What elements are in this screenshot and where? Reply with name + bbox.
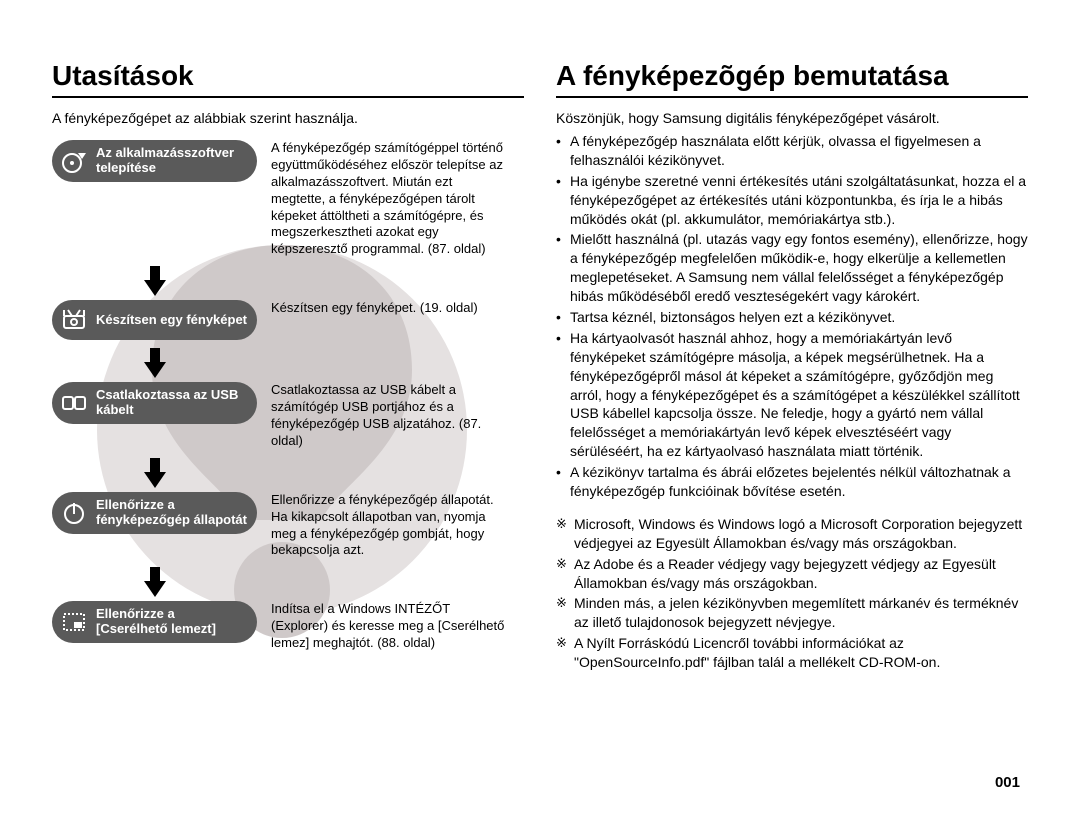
step-pill-install: Az alkalmazásszoftver telepítése [52, 140, 257, 182]
step-desc: Ellenőrizze a fényképezőgép állapotát. H… [257, 492, 507, 560]
note-item: Minden más, a jelen kézikönyvben megemlí… [556, 594, 1028, 632]
step-label: Készítsen egy fényképet [96, 313, 247, 328]
right-column: A fényképezõgép bemutatása Köszönjük, ho… [556, 60, 1028, 674]
bullet-list: A fényképezőgép használata előtt kérjük,… [556, 132, 1028, 501]
steps-container: Az alkalmazásszoftver telepítése A fényk… [52, 140, 524, 652]
step-desc: Indítsa el a Windows INTÉZŐT (Explorer) … [257, 601, 507, 652]
step-row: Ellenőrizze a [Cserélhető lemezt] Indíts… [52, 601, 524, 652]
note-item: A Nyílt Forráskódú Licencről további inf… [556, 634, 1028, 672]
note-item: Az Adobe és a Reader védjegy vagy bejegy… [556, 555, 1028, 593]
page-number: 001 [995, 774, 1020, 791]
step-label: Ellenőrizze a fényképezőgép állapotát [96, 498, 247, 528]
camera-icon [60, 306, 88, 334]
list-item: A kézikönyv tartalma és ábrái előzetes b… [556, 463, 1028, 501]
step-row: Ellenőrizze a fényképezőgép állapotát El… [52, 492, 524, 560]
step-arrow [52, 344, 524, 382]
step-label: Ellenőrizze a [Cserélhető lemezt] [96, 607, 247, 637]
power-icon [60, 499, 88, 527]
step-row: Az alkalmazásszoftver telepítése A fényk… [52, 140, 524, 258]
step-pill-usb: Csatlakoztassa az USB kábelt [52, 382, 257, 424]
step-pill-disk: Ellenőrizze a [Cserélhető lemezt] [52, 601, 257, 643]
step-pill-power: Ellenőrizze a fényképezőgép állapotát [52, 492, 257, 534]
step-arrow [52, 262, 524, 300]
heading-intro: A fényképezõgép bemutatása [556, 60, 1028, 98]
step-desc: A fényképezőgép számítógéppel történő eg… [257, 140, 507, 258]
heading-instructions: Utasítások [52, 60, 524, 98]
step-row: Csatlakoztassa az USB kábelt Csatlakozta… [52, 382, 524, 450]
list-item: Ha igénybe szeretné venni értékesítés ut… [556, 172, 1028, 229]
thanks-text: Köszönjük, hogy Samsung digitális fényké… [556, 110, 1028, 126]
step-desc: Csatlakoztassa az USB kábelt a számítógé… [257, 382, 507, 450]
step-arrow [52, 454, 524, 492]
cd-icon [60, 147, 88, 175]
grid-icon [60, 608, 88, 636]
list-item: Tartsa kéznél, biztonságos helyen ezt a … [556, 308, 1028, 327]
step-arrow [52, 563, 524, 601]
step-label: Az alkalmazásszoftver telepítése [96, 146, 247, 176]
left-column: Utasítások A fényképezőgépet az alábbiak… [52, 60, 524, 674]
list-item: A fényképezőgép használata előtt kérjük,… [556, 132, 1028, 170]
step-label: Csatlakoztassa az USB kábelt [96, 388, 247, 418]
step-desc: Készítsen egy fényképet. (19. oldal) [257, 300, 507, 317]
usb-icon [60, 389, 88, 417]
step-row: Készítsen egy fényképet Készítsen egy fé… [52, 300, 524, 340]
intro-text: A fényképezőgépet az alábbiak szerint ha… [52, 110, 524, 126]
trademark-notes: Microsoft, Windows és Windows logó a Mic… [556, 515, 1028, 672]
step-pill-shoot: Készítsen egy fényképet [52, 300, 257, 340]
list-item: Mielőtt használná (pl. utazás vagy egy f… [556, 230, 1028, 306]
note-item: Microsoft, Windows és Windows logó a Mic… [556, 515, 1028, 553]
list-item: Ha kártyaolvasót használ ahhoz, hogy a m… [556, 329, 1028, 461]
